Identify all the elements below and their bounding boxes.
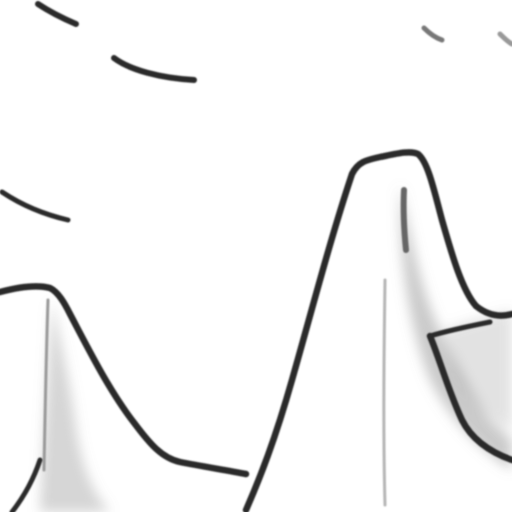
main-peak-line (242, 149, 480, 512)
mountain-outline (0, 149, 512, 512)
right-lower-ridge-top (427, 319, 493, 339)
left-inner-stroke (42, 298, 50, 472)
peak-inner-stroke (400, 187, 409, 253)
right-ridge-line (472, 302, 512, 319)
valley-vertical-stroke (382, 278, 387, 507)
sky-dash-3 (0, 189, 71, 223)
left-peak-shading (40, 300, 110, 512)
left-ridge-line (0, 283, 250, 478)
sky-strokes (0, 1, 512, 223)
sky-dash-4 (421, 25, 445, 43)
sky-dash-5 (497, 31, 512, 47)
sky-dash-2 (111, 55, 197, 83)
right-slope-shading (445, 310, 512, 430)
right-lower-line (426, 332, 512, 464)
sky-dash-1 (35, 1, 79, 27)
faint-strokes (42, 187, 409, 507)
left-foot-line (9, 457, 43, 512)
